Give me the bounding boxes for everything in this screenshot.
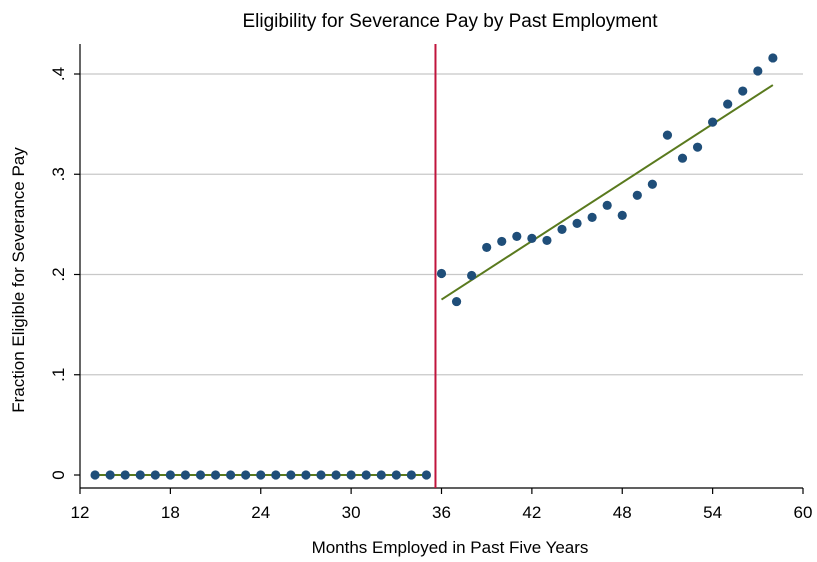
- data-point: [286, 470, 296, 480]
- data-point: [165, 470, 175, 480]
- data-point: [482, 242, 492, 253]
- data-point: [572, 218, 582, 228]
- data-point: [120, 470, 130, 480]
- data-point: [708, 117, 718, 127]
- x-tick-label: 36: [432, 503, 451, 522]
- data-point: [376, 470, 386, 480]
- data-point: [331, 470, 341, 480]
- data-point: [226, 470, 236, 480]
- data-point: [361, 470, 371, 480]
- data-point: [271, 470, 281, 480]
- x-axis-ticks: 12 18 24 30 36 42 48 54 60: [71, 488, 813, 522]
- data-point: [241, 470, 251, 480]
- x-tick-label: 60: [794, 503, 813, 522]
- y-axis-title: Fraction Eligible for Severance Pay: [9, 147, 28, 413]
- data-point: [256, 470, 266, 480]
- data-point: [135, 470, 145, 480]
- data-point: [150, 470, 160, 480]
- data-point: [512, 231, 522, 242]
- data-point: [497, 236, 507, 247]
- data-point: [346, 470, 356, 480]
- fit-line: [440, 84, 774, 301]
- data-point: [527, 233, 537, 244]
- y-tick-label: .3: [49, 167, 68, 181]
- data-point: [301, 470, 311, 480]
- gridlines: [80, 73, 803, 376]
- data-point: [406, 470, 416, 480]
- data-point: [90, 470, 100, 480]
- axes: [79, 44, 803, 489]
- data-point: [662, 130, 673, 140]
- data-point: [738, 86, 748, 96]
- chart-title: Eligibility for Severance Pay by Past Em…: [242, 11, 658, 32]
- y-tick-label: .4: [49, 67, 68, 81]
- data-point: [677, 153, 688, 163]
- data-point: [451, 296, 462, 307]
- x-tick-label: 24: [251, 503, 270, 522]
- data-point: [632, 190, 642, 200]
- data-point: [542, 235, 552, 246]
- x-tick-label: 12: [71, 503, 90, 522]
- data-point: [602, 200, 612, 210]
- data-point: [316, 470, 326, 480]
- data-point: [436, 268, 447, 279]
- data-point: [692, 142, 703, 152]
- x-tick-label: 18: [161, 503, 180, 522]
- data-point: [180, 470, 191, 480]
- data-point: [753, 66, 763, 76]
- data-point: [557, 224, 567, 234]
- data-point: [617, 210, 627, 220]
- y-axis-ticks: 0 .1 .2 .3 .4: [49, 67, 80, 480]
- data-point: [210, 470, 221, 480]
- y-tick-label: .1: [49, 368, 68, 382]
- x-tick-label: 42: [522, 503, 541, 522]
- data-point: [195, 470, 206, 480]
- data-point: [723, 99, 733, 109]
- data-point: [467, 270, 477, 281]
- data-points: [90, 53, 778, 480]
- x-tick-label: 54: [703, 503, 722, 522]
- x-tick-label: 30: [342, 503, 361, 522]
- x-tick-label: 48: [613, 503, 632, 522]
- data-point: [587, 212, 597, 222]
- data-point: [768, 53, 778, 63]
- y-tick-label: 0: [49, 470, 68, 479]
- y-tick-label: .2: [49, 267, 68, 281]
- data-point: [391, 470, 401, 480]
- data-point: [105, 470, 115, 480]
- fit-lines: [95, 84, 774, 476]
- x-axis-title: Months Employed in Past Five Years: [312, 538, 589, 557]
- data-point: [421, 470, 432, 480]
- data-point: [647, 179, 657, 189]
